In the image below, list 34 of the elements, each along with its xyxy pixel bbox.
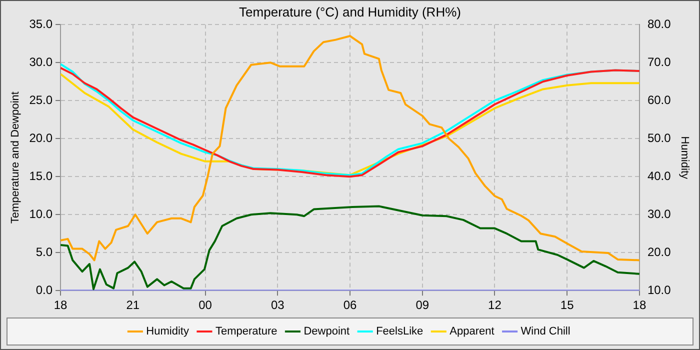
y-tick-label: 10.0: [29, 206, 53, 221]
y-tick-label: 15.0: [29, 168, 53, 183]
x-tick-label: 09: [416, 298, 430, 312]
chart-title: Temperature (°C) and Humidity (RH%): [239, 4, 461, 20]
y-tick-label: 0.0: [36, 282, 53, 297]
x-tick-label: 03: [270, 298, 285, 312]
legend-label: Apparent: [450, 326, 494, 338]
y2-tick-label: 70.0: [647, 54, 672, 69]
x-tick-label: 15: [560, 298, 574, 312]
legend-label: Temperature: [215, 326, 278, 338]
y2-tick-label: 80.0: [647, 16, 672, 31]
y2-tick-label: 40.0: [647, 168, 672, 183]
y-tick-label: 5.0: [36, 244, 53, 259]
x-tick-label: 12: [488, 298, 502, 312]
y-tick-label: 20.0: [29, 130, 53, 145]
x-tick-label: 18: [54, 298, 68, 312]
y2-tick-label: 10.0: [647, 282, 672, 297]
legend-label: Wind Chill: [520, 326, 570, 338]
x-tick-label: 06: [343, 298, 357, 312]
x-tick-label: 00: [198, 298, 212, 312]
legend-label: FeelsLike: [376, 326, 424, 338]
y2-tick-label: 50.0: [647, 130, 672, 145]
y-axis-title: Temperature and Dewpoint: [10, 92, 22, 224]
legend-label: Humidity: [146, 326, 190, 338]
x-tick-label: 21: [126, 298, 140, 312]
y2-tick-label: 60.0: [647, 92, 672, 107]
y2-tick-label: 20.0: [647, 244, 672, 259]
x-tick-label: 18: [632, 298, 646, 312]
y-tick-label: 30.0: [29, 54, 53, 69]
legend-label: Dewpoint: [304, 326, 350, 338]
y-tick-label: 35.0: [29, 16, 53, 31]
y2-tick-label: 30.0: [647, 206, 672, 221]
y-tick-label: 25.0: [29, 92, 53, 107]
y2-axis-title: Humidity: [678, 136, 690, 180]
